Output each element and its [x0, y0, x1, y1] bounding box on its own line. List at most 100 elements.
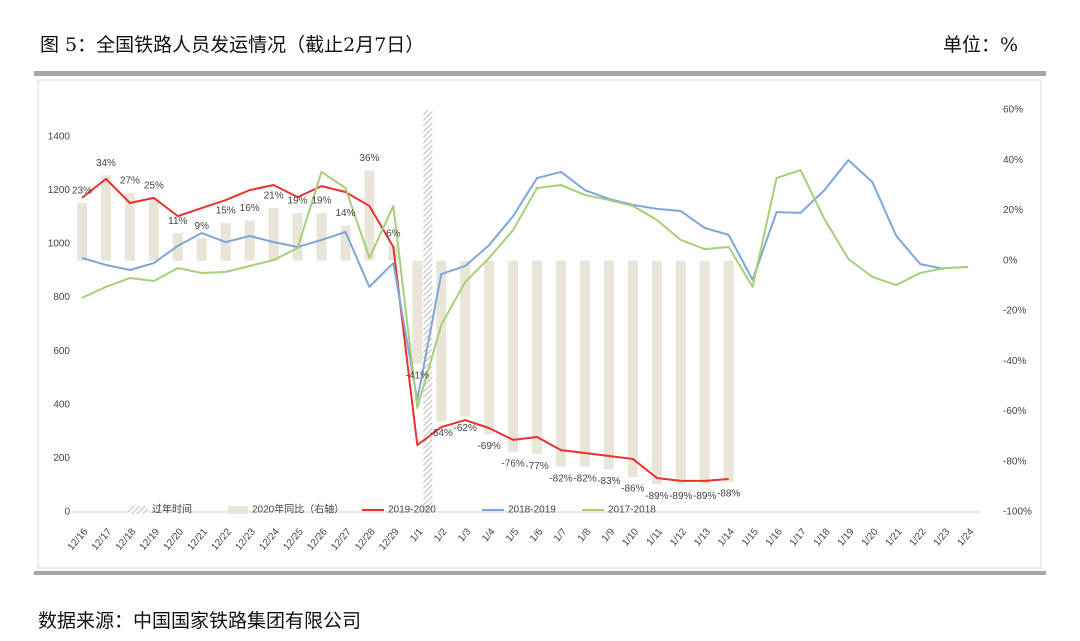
legend-label: 2017-2018: [608, 505, 656, 516]
data-label: 15%: [216, 206, 236, 217]
bar: [148, 197, 159, 261]
x-tick-label: 12/24: [257, 526, 282, 553]
x-tick-label: 12/29: [377, 526, 402, 553]
data-label: -88%: [717, 488, 740, 499]
x-tick-label: 12/28: [353, 526, 378, 553]
bar: [556, 260, 566, 467]
x-tick-label: 1/6: [528, 526, 546, 544]
bar: [244, 220, 255, 261]
x-tick-label: 1/15: [740, 526, 761, 548]
data-label: -77%: [525, 461, 548, 472]
y-tick-label: 800: [53, 292, 70, 303]
x-tick-label: 1/3: [456, 526, 474, 544]
data-label: 34%: [96, 158, 116, 169]
y2-tick-label: 20%: [1003, 205, 1023, 216]
bar: [412, 260, 423, 364]
x-tick-label: 1/22: [908, 526, 929, 548]
data-label: 9%: [195, 221, 210, 232]
x-tick-label: 12/19: [138, 526, 163, 553]
line-series: [81, 169, 969, 410]
bar: [603, 260, 614, 470]
data-label: -89%: [645, 491, 668, 502]
bar: [340, 225, 351, 261]
data-label: -82%: [573, 473, 596, 484]
bar: [508, 260, 519, 452]
data-label: -64%: [430, 428, 453, 439]
x-tick-label: 1/14: [716, 526, 737, 548]
bar: [532, 260, 543, 455]
x-tick-label: 1/4: [480, 526, 498, 544]
y-tick-label: 1000: [48, 239, 71, 250]
y2-tick-label: -40%: [1003, 356, 1026, 367]
y-tick-label: 200: [53, 453, 70, 464]
x-tick-label: 1/23: [932, 526, 953, 548]
x-tick-label: 12/25: [281, 526, 306, 553]
data-label: -83%: [597, 476, 620, 487]
holiday-band: [423, 110, 433, 512]
data-label: 36%: [359, 153, 379, 164]
x-tick-label: 1/9: [600, 526, 618, 544]
x-tick-label: 1/8: [576, 526, 594, 544]
y2-tick-label: -20%: [1003, 306, 1026, 317]
bar: [460, 260, 471, 417]
y-tick-label: 400: [53, 399, 70, 410]
legend-label: 2020年同比（右轴）: [252, 503, 344, 516]
y2-tick-label: -80%: [1003, 456, 1026, 467]
y2-tick-label: 0%: [1003, 255, 1018, 266]
x-tick-label: 1/16: [764, 526, 785, 548]
bar: [292, 213, 303, 261]
legend-swatch: [128, 506, 148, 514]
x-tick-label: 1/24: [956, 526, 977, 548]
legend-label: 2018-2019: [508, 505, 556, 516]
data-label: -89%: [669, 491, 692, 502]
data-label: 16%: [240, 203, 260, 214]
bar: [675, 260, 686, 485]
bar: [436, 260, 447, 422]
data-label: 19%: [288, 196, 308, 207]
x-tick-label: 12/17: [90, 526, 115, 553]
x-tick-label: 1/10: [620, 526, 641, 548]
x-tick-label: 12/23: [233, 526, 258, 553]
x-tick-label: 12/27: [329, 526, 354, 553]
bar: [77, 202, 87, 261]
bar: [723, 260, 734, 482]
data-label: -86%: [621, 483, 644, 494]
bar: [627, 260, 638, 477]
x-tick-label: 12/18: [114, 526, 139, 553]
y2-tick-label: -100%: [1003, 507, 1032, 518]
plot-frame: [37, 79, 1042, 569]
rule: [34, 71, 1046, 76]
source: 数据来源：中国国家铁路集团有限公司: [38, 610, 362, 632]
legend-label: 过年时间: [152, 503, 192, 516]
data-label: -62%: [454, 423, 477, 434]
y-tick-label: 1200: [48, 185, 71, 196]
x-tick-label: 12/20: [162, 526, 187, 553]
bar: [699, 260, 710, 485]
bar: [579, 260, 590, 467]
data-label: 25%: [144, 181, 164, 192]
x-tick-label: 1/5: [504, 526, 522, 544]
x-tick-label: 1/19: [836, 526, 857, 548]
y2-tick-label: 60%: [1003, 105, 1023, 116]
x-tick-label: 1/18: [812, 526, 833, 548]
unit: 单位：%: [942, 34, 1018, 56]
rule: [34, 571, 1046, 575]
x-tick-label: 12/21: [186, 526, 211, 553]
y-tick-label: 600: [53, 346, 70, 357]
x-tick-label: 1/20: [860, 526, 881, 548]
title: 图 5：全国铁路人员发运情况（截止2月7日）: [40, 34, 425, 56]
data-label: -82%: [549, 473, 572, 484]
y2-tick-label: 40%: [1003, 155, 1023, 166]
data-label: 27%: [120, 176, 140, 187]
x-tick-label: 1/17: [788, 526, 809, 548]
x-tick-label: 1/12: [668, 526, 689, 548]
y2-tick-label: -60%: [1003, 406, 1026, 417]
data-label: -76%: [501, 458, 524, 469]
x-tick-label: 1/21: [884, 526, 905, 548]
x-tick-label: 12/16: [66, 526, 91, 553]
bar: [124, 192, 135, 261]
line-series: [81, 177, 729, 482]
bar: [316, 213, 327, 261]
